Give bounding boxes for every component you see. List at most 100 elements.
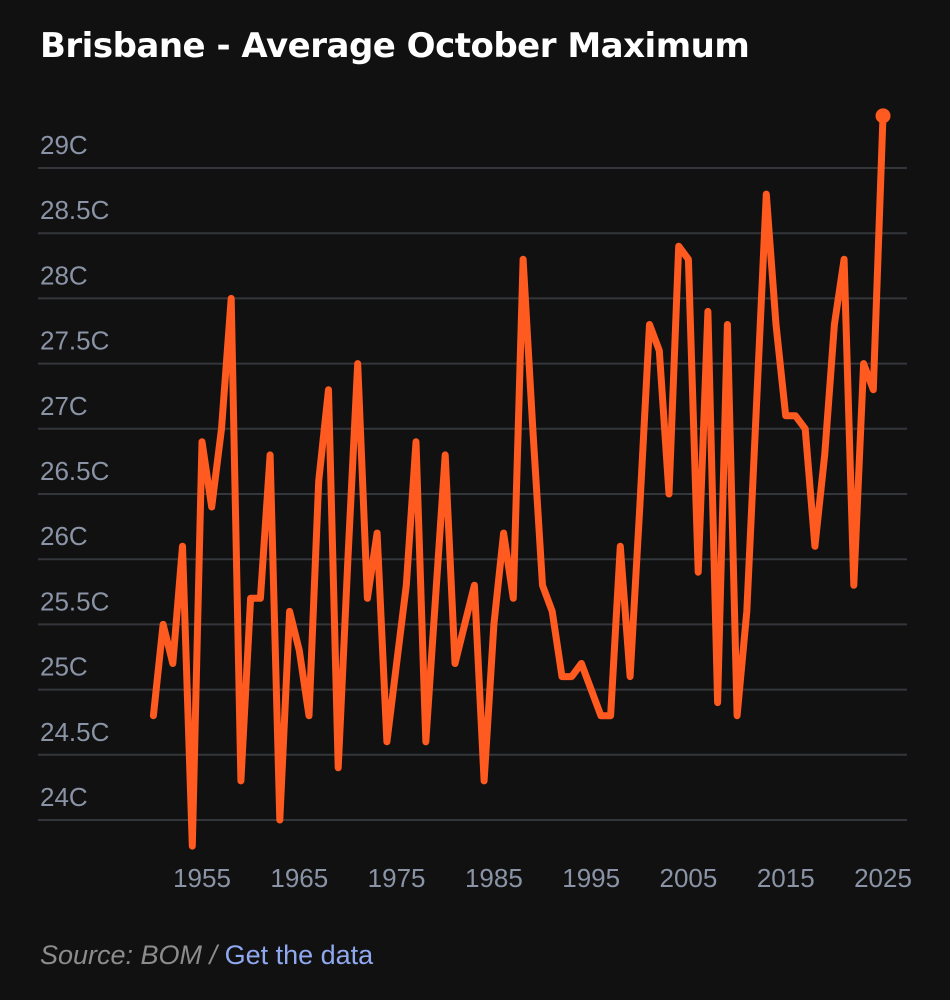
get-the-data-link[interactable]: Get the data [224,940,374,970]
data-point [783,413,789,419]
data-point [432,595,438,601]
data-point [578,661,584,667]
data-point [812,543,818,549]
data-point [588,687,594,693]
data-point [462,621,468,627]
data-point [647,321,653,327]
data-point [394,661,400,667]
x-tick-label: 1985 [465,863,523,893]
x-tick-label: 2005 [660,863,718,893]
data-point [170,661,176,667]
data-point [666,491,672,497]
data-point [452,661,458,667]
end-point-marker [875,108,891,124]
data-point [238,778,244,784]
x-tick-label: 1965 [270,863,328,893]
data-point [355,361,361,367]
data-point [676,243,682,249]
y-tick-label: 29C [40,130,88,160]
data-point [180,543,186,549]
data-point [598,713,604,719]
data-point [802,426,808,432]
data-point [744,608,750,614]
data-point [637,504,643,510]
data-point [218,426,224,432]
y-tick-label: 26.5C [40,456,109,486]
data-point [471,582,477,588]
data-point [296,647,302,653]
data-point [374,530,380,536]
y-tick-label: 27.5C [40,326,109,356]
data-point [617,543,623,549]
data-point [510,595,516,601]
data-point [695,569,701,575]
y-tick-label: 28.5C [40,195,109,225]
y-tick-label: 28C [40,260,88,290]
x-tick-label: 2015 [757,863,815,893]
data-point [608,713,614,719]
data-point [520,256,526,262]
data-point [763,191,769,197]
data-point [715,700,721,706]
data-point [705,308,711,314]
data-point [501,530,507,536]
data-point [831,321,837,327]
y-tick-label: 24.5C [40,717,109,747]
data-point [150,713,156,719]
gridlines [38,167,907,821]
data-point [199,439,205,445]
data-point [442,452,448,458]
data-point [822,452,828,458]
y-tick-label: 27C [40,391,88,421]
y-axis-labels: 24C 24.5C 25C 25.5C 26C 26.5C 27C 27.5C 28C 28.5C… [40,130,109,812]
data-point [851,582,857,588]
x-tick-label: 1995 [562,863,620,893]
source-line: Source: BOM / Get the data [40,940,373,971]
data-point [345,556,351,562]
source-text: Source: BOM / [40,940,218,970]
series-group [149,108,891,850]
x-tick-label: 1955 [173,863,231,893]
data-point [841,256,847,262]
data-point [306,713,312,719]
data-point [656,348,662,354]
x-tick-label: 1975 [368,863,426,893]
data-point [861,361,867,367]
data-point [540,582,546,588]
data-point [530,426,536,432]
data-point [559,674,565,680]
y-tick-label: 26C [40,521,88,551]
data-point [287,608,293,614]
series-line [149,112,887,850]
data-point [316,478,322,484]
data-point [248,595,254,601]
data-point [209,504,215,510]
data-point [685,256,691,262]
x-tick-label: 2025 [854,863,912,893]
data-point [257,595,263,601]
data-point [228,295,234,301]
data-point [870,387,876,393]
data-point [335,765,341,771]
data-point [403,582,409,588]
data-point [384,739,390,745]
data-point [754,400,760,406]
y-tick-label: 24C [40,782,88,812]
y-tick-label: 25.5C [40,586,109,616]
x-axis-labels: 1955 1965 1975 1985 1995 2005 2015 2025 [173,863,912,893]
data-point [277,817,283,823]
y-tick-label: 25C [40,652,88,682]
data-point [734,713,740,719]
data-point [627,674,633,680]
data-point [549,608,555,614]
data-point [724,321,730,327]
data-point [413,439,419,445]
data-point [267,452,273,458]
data-point [423,739,429,745]
chart-title: Brisbane - Average October Maximum [40,26,750,66]
data-point [364,595,370,601]
data-point [773,321,779,327]
data-point [325,387,331,393]
data-point [569,674,575,680]
